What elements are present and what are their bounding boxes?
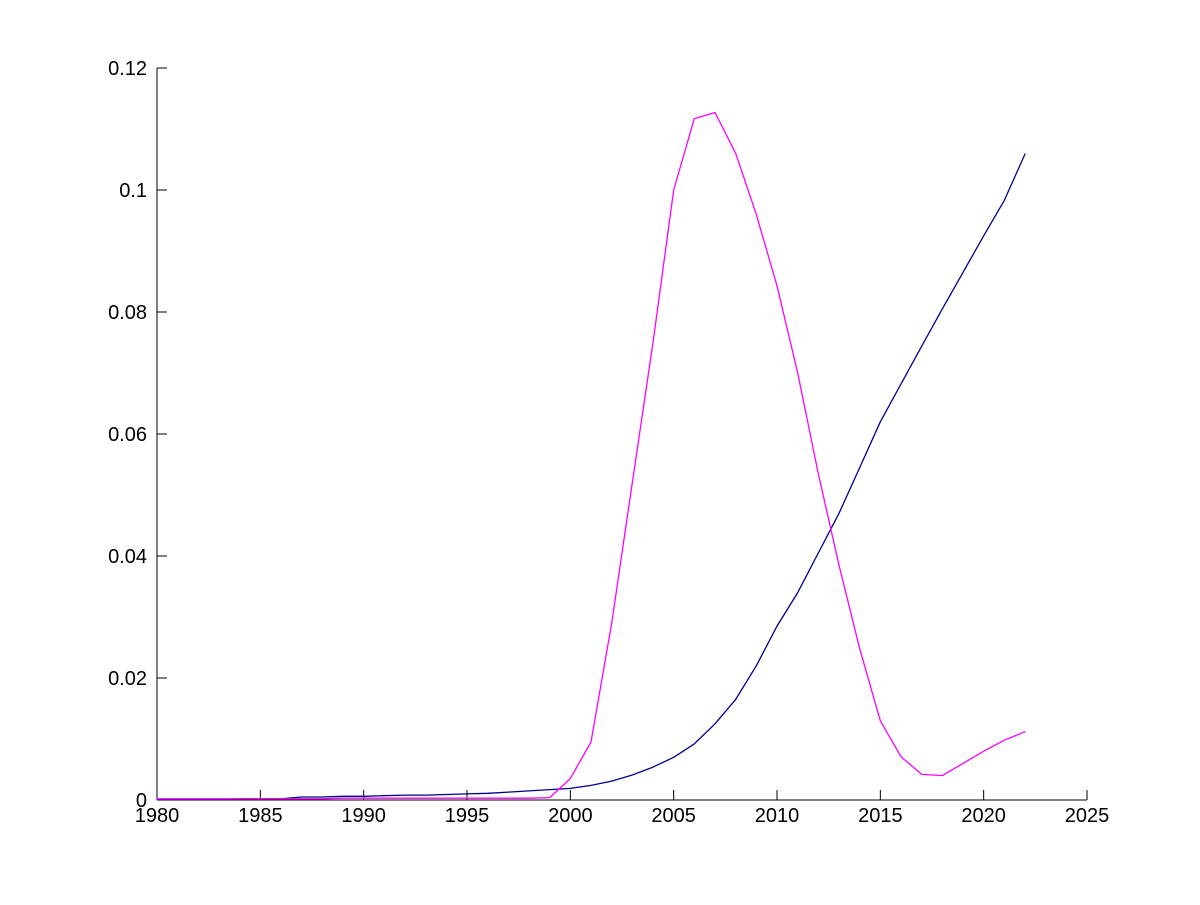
x-tick-label: 1995	[445, 805, 490, 827]
y-tick-label: 0.12	[108, 58, 147, 80]
y-tick-label: 0.02	[108, 668, 147, 690]
x-tick-label: 2015	[858, 805, 903, 827]
x-tick-label: 1985	[238, 805, 283, 827]
dark-blue-series-line	[156, 153, 1026, 801]
x-tick-label: 2000	[548, 805, 593, 827]
y-tick-label: 0	[136, 790, 147, 812]
x-tick-label: 2005	[651, 805, 696, 827]
y-tick-label: 0.06	[108, 424, 147, 446]
y-tick-label: 0.08	[108, 302, 147, 324]
x-tick-label: 2020	[961, 805, 1006, 827]
x-tick-label: 1990	[341, 805, 386, 827]
x-tick-label: 2025	[1065, 805, 1110, 827]
x-tick-label: 1980	[135, 805, 180, 827]
y-tick-label: 0.04	[108, 546, 147, 568]
x-tick-label: 2010	[755, 805, 800, 827]
y-tick-label: 0.1	[119, 180, 147, 202]
magenta-series-line	[156, 111, 1026, 800]
